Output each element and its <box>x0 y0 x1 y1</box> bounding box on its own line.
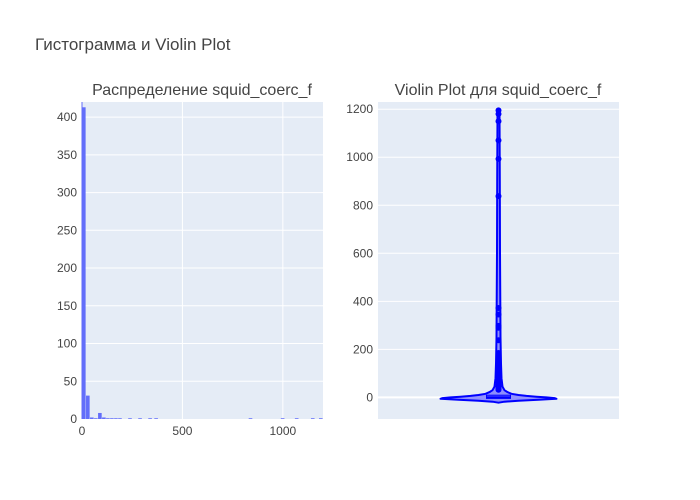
histogram-bars <box>81 102 323 420</box>
histogram-y-tick-label: 150 <box>57 299 77 313</box>
histogram-bar <box>110 418 114 419</box>
violin-outlier-point <box>495 337 502 344</box>
histogram-bar <box>106 418 110 419</box>
histogram-y-tick-label: 100 <box>57 337 77 351</box>
violin-outlier-point <box>495 349 502 356</box>
histogram-y-tick-label: 250 <box>57 223 77 237</box>
histogram-bar <box>128 418 132 419</box>
histogram-bar <box>102 417 106 419</box>
histogram-bar <box>86 395 90 419</box>
violin-title: Violin Plot для squid_coerc_f <box>395 82 602 99</box>
histogram-y-tick-label: 200 <box>57 261 77 275</box>
histogram-subplot: 0 50 100 150 200 250 300 350 400 0 500 1000 Распре… <box>57 82 323 438</box>
histogram-plot-area <box>82 102 323 419</box>
histogram-bar <box>148 418 152 419</box>
violin-y-tick-label: 600 <box>353 246 373 260</box>
violin-y-tick-label: 400 <box>353 294 373 308</box>
histogram-bar <box>118 418 122 419</box>
histogram-bar <box>82 107 86 420</box>
histogram-bar <box>90 417 94 419</box>
histogram-y-tick-label: 300 <box>57 186 77 200</box>
histogram-bar <box>154 418 158 419</box>
violin-y-tick-labels: 0 200 400 600 800 1000 1200 <box>346 102 373 404</box>
histogram-y-tick-label: 50 <box>64 374 78 388</box>
histogram-bar <box>318 418 323 419</box>
histogram-y-tick-label: 400 <box>57 110 77 124</box>
histogram-bar <box>310 418 315 419</box>
histogram-bar <box>114 418 118 419</box>
histogram-x-tick-label: 500 <box>172 424 192 438</box>
histogram-y-tick-labels: 0 50 100 150 200 250 300 350 400 <box>57 110 77 426</box>
violin-outlier-point <box>495 111 502 118</box>
histogram-bar <box>280 418 285 419</box>
violin-outlier-point <box>495 137 502 144</box>
violin-subplot: 0 200 400 600 800 1000 1200 Violin Plot для sq… <box>346 82 619 419</box>
violin-outlier-point <box>495 311 502 318</box>
histogram-x-tick-labels: 0 500 1000 <box>79 424 297 438</box>
histogram-x-tick-label: 0 <box>79 424 86 438</box>
violin-outlier-point <box>495 324 502 331</box>
histogram-bar <box>248 418 253 419</box>
violin-outlier-point <box>495 155 502 162</box>
histogram-bar <box>98 412 102 419</box>
violin-y-tick-label: 0 <box>366 390 373 404</box>
histogram-gridlines <box>82 102 323 419</box>
violin-y-tick-label: 1000 <box>346 150 373 164</box>
violin-y-tick-label: 1200 <box>346 102 373 116</box>
histogram-bar <box>294 418 299 419</box>
violin-y-tick-label: 800 <box>353 198 373 212</box>
histogram-x-tick-label: 1000 <box>269 424 296 438</box>
violin-y-tick-label: 200 <box>353 342 373 356</box>
histogram-y-tick-label: 350 <box>57 148 77 162</box>
histogram-bar <box>94 418 98 419</box>
violin-outlier-point <box>495 305 502 312</box>
violin-outlier-points <box>495 107 502 393</box>
figure-title: Гистограмма и Violin Plot <box>35 35 231 54</box>
histogram-title: Распределение squid_coerc_f <box>92 82 312 99</box>
histogram-y-tick-label: 0 <box>70 412 77 426</box>
violin-outlier-point <box>495 386 502 393</box>
violin-outlier-point <box>495 118 502 125</box>
histogram-bar <box>138 418 142 419</box>
violin-outlier-point <box>495 193 502 200</box>
